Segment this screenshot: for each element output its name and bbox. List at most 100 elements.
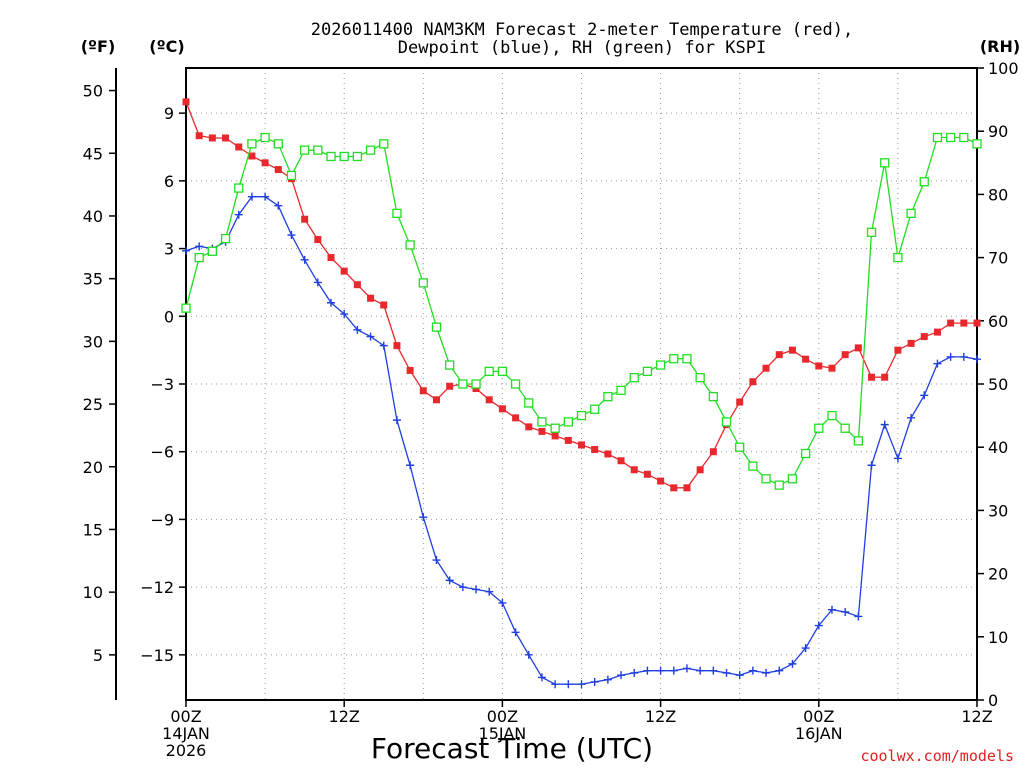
rh-point bbox=[669, 354, 679, 364]
temperature-point bbox=[643, 470, 651, 478]
rh-point bbox=[735, 442, 745, 452]
rh-point bbox=[194, 252, 204, 263]
rh-point bbox=[405, 240, 415, 250]
dewpoint-point bbox=[485, 587, 494, 596]
rh-point bbox=[207, 246, 218, 256]
dewpoint-point bbox=[682, 664, 691, 673]
dewpoint-point bbox=[406, 461, 415, 470]
x-axis-label: Forecast Time (UTC) bbox=[371, 732, 653, 765]
dewpoint-point bbox=[946, 352, 955, 361]
rh-point bbox=[721, 417, 732, 427]
rh-point bbox=[299, 145, 310, 155]
dewpoint-point bbox=[893, 454, 902, 463]
dewpoint-point bbox=[735, 671, 744, 680]
dewpoint-point bbox=[392, 416, 401, 425]
rh-point bbox=[286, 170, 297, 181]
dewpoint-point bbox=[458, 583, 467, 592]
fahrenheit-tick-label: 15 bbox=[83, 520, 103, 539]
rh-point bbox=[853, 436, 863, 446]
x-tick-label: 15JAN bbox=[479, 724, 527, 743]
dewpoint-point bbox=[445, 576, 454, 585]
temperature-point bbox=[841, 351, 849, 359]
dewpoint-point bbox=[419, 513, 428, 522]
temperature-point bbox=[617, 457, 625, 465]
rh-point bbox=[234, 183, 244, 193]
dewpoint-point bbox=[577, 680, 586, 689]
dewpoint-point bbox=[841, 607, 850, 616]
rh-point bbox=[471, 379, 481, 389]
rh-tick-label: 40 bbox=[988, 438, 1008, 457]
temperature-point bbox=[907, 339, 915, 347]
dewpoint-point bbox=[274, 201, 283, 210]
rh-point bbox=[919, 177, 929, 187]
x-tick-label: 00Z bbox=[803, 707, 834, 726]
celsius-tick-label: 3 bbox=[164, 240, 174, 259]
fahrenheit-tick-label: 5 bbox=[93, 646, 103, 665]
rh-point bbox=[866, 227, 877, 237]
temperature-point bbox=[367, 294, 375, 302]
rh-point bbox=[787, 474, 798, 484]
rh-point bbox=[484, 366, 494, 377]
x-tick-label: 12Z bbox=[961, 707, 992, 726]
rh-point bbox=[655, 360, 666, 370]
dewpoint-point bbox=[195, 242, 204, 251]
rh-point bbox=[365, 145, 376, 155]
temperature-point bbox=[630, 466, 638, 474]
dewpoint-point bbox=[472, 585, 481, 594]
celsius-tick-label: 0 bbox=[164, 307, 174, 326]
rh-tick-label: 80 bbox=[988, 185, 1008, 204]
grid-layer bbox=[186, 68, 977, 700]
celsius-tick-label: −12 bbox=[140, 578, 174, 597]
x-tick-label: 14JAN bbox=[162, 724, 210, 743]
temperature-point bbox=[485, 396, 493, 404]
dewpoint-point bbox=[973, 355, 981, 364]
temperature-series-line bbox=[185, 101, 977, 489]
dewpoint-point bbox=[287, 231, 296, 240]
credit-text: coolwx.com/models bbox=[860, 747, 1014, 765]
temperature-point bbox=[182, 98, 190, 106]
dewpoint-point bbox=[261, 192, 270, 201]
fahrenheit-tick-label: 20 bbox=[83, 458, 103, 477]
x-tick-label: 00Z bbox=[170, 707, 201, 726]
temperature-point bbox=[749, 378, 757, 386]
fahrenheit-unit-label: (ºF) bbox=[81, 37, 116, 56]
dewpoint-point bbox=[959, 352, 968, 361]
temperature-point bbox=[432, 396, 440, 404]
temperature-point bbox=[406, 366, 414, 374]
dewpoint-point bbox=[603, 675, 612, 684]
rh-point bbox=[497, 366, 508, 377]
rh-point bbox=[603, 391, 613, 402]
rh-point bbox=[590, 404, 600, 414]
rh-unit-label: (RH) bbox=[980, 37, 1020, 56]
rh-point bbox=[959, 132, 969, 143]
rh-point bbox=[431, 322, 442, 332]
temperature-point bbox=[947, 319, 955, 327]
rh-point bbox=[800, 448, 811, 459]
temperature-point bbox=[933, 328, 941, 336]
dewpoint-point bbox=[709, 666, 718, 675]
temperature-point bbox=[393, 342, 401, 350]
rh-tick-label: 0 bbox=[988, 691, 998, 710]
temperature-point bbox=[696, 466, 704, 474]
temperature-point bbox=[683, 484, 691, 492]
dewpoint-point bbox=[696, 666, 705, 675]
series-layer bbox=[181, 98, 982, 689]
rh-tick-label: 100 bbox=[988, 59, 1019, 78]
rh-point bbox=[708, 391, 718, 402]
rh-point bbox=[774, 480, 784, 490]
celsius-unit-label: (ºC) bbox=[149, 37, 184, 56]
dewpoint-point bbox=[300, 255, 309, 264]
dewpoint-point bbox=[524, 650, 533, 659]
dewpoint-point bbox=[748, 666, 757, 675]
temperature-point bbox=[208, 134, 216, 142]
rh-point bbox=[880, 158, 890, 168]
rh-point bbox=[972, 139, 982, 149]
temperature-point bbox=[868, 373, 876, 381]
dewpoint-point bbox=[590, 677, 599, 686]
rh-point bbox=[932, 132, 943, 143]
rh-point bbox=[840, 423, 850, 433]
rh-point bbox=[563, 417, 573, 427]
rh-point bbox=[576, 410, 587, 421]
rh-point bbox=[682, 354, 692, 364]
dewpoint-point bbox=[643, 666, 652, 675]
